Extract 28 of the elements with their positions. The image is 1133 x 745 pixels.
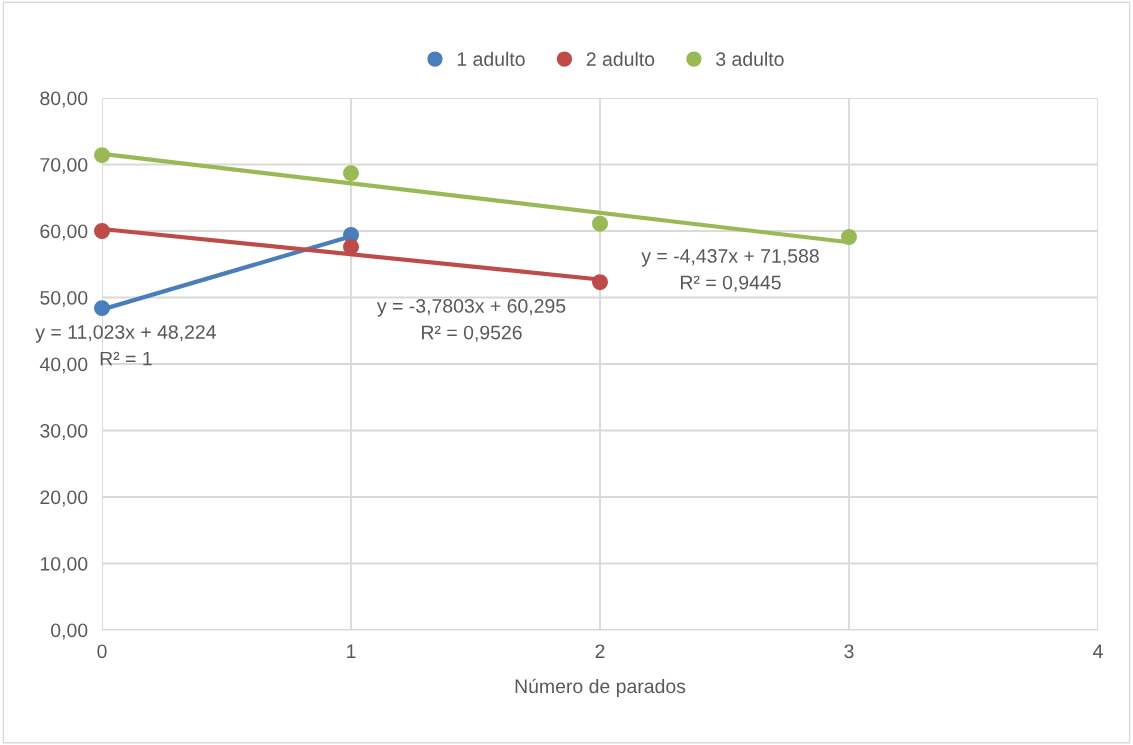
point [592, 274, 608, 291]
y-tick-label: 50,00 [40, 290, 88, 308]
legend-label: 3 adulto [716, 51, 784, 67]
annotation: y = -4,437x + 71,588 R² = 0,9445 [641, 249, 819, 292]
x-tick-label: 3 [844, 644, 854, 659]
point [94, 223, 110, 239]
x-tick-label: 0 [97, 644, 107, 659]
y-tick-label: 20,00 [40, 490, 88, 507]
y-tick-label: 40,00 [39, 357, 88, 374]
legend-label: 2 adulto [586, 51, 655, 67]
y-tick-label: 10,00 [40, 556, 88, 574]
y-tick-label: 80,00 [40, 91, 88, 108]
annotation: y = -3,7803x + 60,295 R² = 0,9526 [376, 299, 566, 342]
legend-label: 1 adulto [457, 51, 525, 67]
point [94, 147, 110, 164]
point [343, 238, 359, 255]
x-tick-label: 2 [595, 644, 605, 658]
point [592, 215, 608, 232]
x-tick-label: 1 [347, 644, 356, 658]
x-tick-label: 4 [1093, 644, 1103, 658]
point [343, 165, 359, 182]
point [841, 229, 857, 245]
y-tick-label: 30,00 [40, 423, 88, 441]
point [94, 300, 110, 317]
y-tick-label: 70,00 [40, 157, 88, 175]
y-tick-label: 60,00 [40, 224, 88, 241]
x-axis-title: Número de parados [515, 678, 686, 698]
y-tick-label: 0,00 [51, 623, 88, 640]
